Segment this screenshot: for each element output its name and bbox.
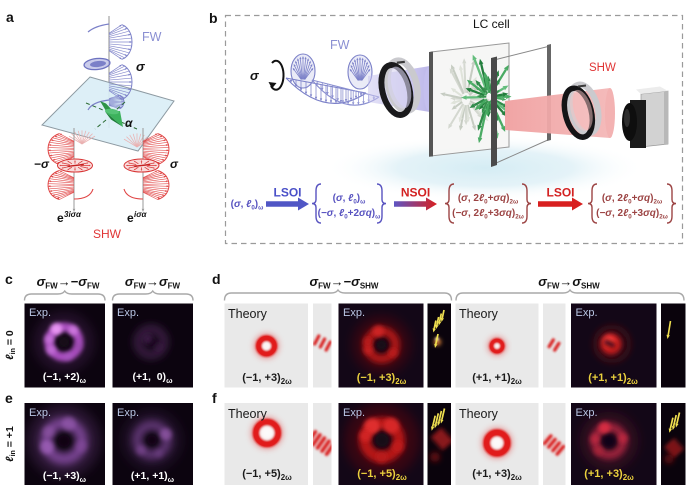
svg-text:3iσα: 3iσα (64, 210, 82, 219)
svg-text:NSOI: NSOI (401, 186, 430, 200)
svg-text:Exp.: Exp. (576, 407, 598, 419)
svg-text:(−σ, ℓ0​+2σq)ω​: (−σ, ℓ0​+2σq)ω​ (318, 208, 381, 221)
svg-text:iσα: iσα (134, 210, 148, 219)
svg-text:e: e (57, 211, 64, 225)
svg-text:Theory: Theory (228, 307, 268, 321)
svg-text:σ: σ (170, 157, 179, 171)
svg-text:LSOI: LSOI (546, 186, 574, 200)
svg-text:Exp.: Exp. (117, 407, 139, 419)
svg-text:c: c (5, 271, 13, 287)
svg-text:e: e (127, 211, 134, 225)
svg-text:LSOI: LSOI (273, 186, 301, 200)
svg-text:LC cell: LC cell (473, 17, 510, 31)
svg-text:−σ: −σ (34, 157, 50, 171)
svg-text:Exp.: Exp. (343, 407, 365, 419)
svg-text:f: f (212, 390, 217, 406)
svg-text:a: a (6, 9, 14, 25)
svg-text:Theory: Theory (459, 307, 499, 321)
svg-text:SHW: SHW (93, 227, 122, 241)
svg-text:Exp.: Exp. (29, 307, 51, 319)
svg-text:Exp.: Exp. (576, 307, 598, 319)
svg-text:(−σ, 2ℓ0​+3σq)2ω​: (−σ, 2ℓ0​+3σq)2ω​ (596, 208, 668, 221)
svg-text:SHW: SHW (589, 62, 616, 74)
svg-text:α: α (125, 116, 133, 130)
svg-text:FW: FW (142, 30, 162, 44)
svg-text:ℓin = 0: ℓin = 0 (4, 330, 17, 360)
svg-text:(−σ, 2ℓ0​+3σq)2ω​: (−σ, 2ℓ0​+3σq)2ω​ (452, 208, 524, 221)
svg-text:ℓin = +1: ℓin = +1 (4, 426, 17, 462)
svg-text:Exp.: Exp. (117, 307, 139, 319)
svg-text:b: b (209, 10, 218, 26)
svg-text:(σ, 2ℓ0​+σq)2ω​: (σ, 2ℓ0​+σq)2ω​ (458, 193, 518, 206)
svg-text:σ: σ (136, 59, 146, 74)
svg-text:(σ, 2ℓ0​+σq)2ω​: (σ, 2ℓ0​+σq)2ω​ (602, 193, 662, 206)
svg-text:Exp.: Exp. (29, 407, 51, 419)
svg-text:Theory: Theory (228, 407, 268, 421)
svg-text:e: e (5, 390, 13, 406)
svg-text:FW: FW (330, 38, 350, 52)
svg-text:d: d (212, 271, 221, 287)
svg-text:Exp.: Exp. (343, 307, 365, 319)
svg-text:σ: σ (250, 68, 260, 83)
svg-text:Theory: Theory (459, 407, 499, 421)
